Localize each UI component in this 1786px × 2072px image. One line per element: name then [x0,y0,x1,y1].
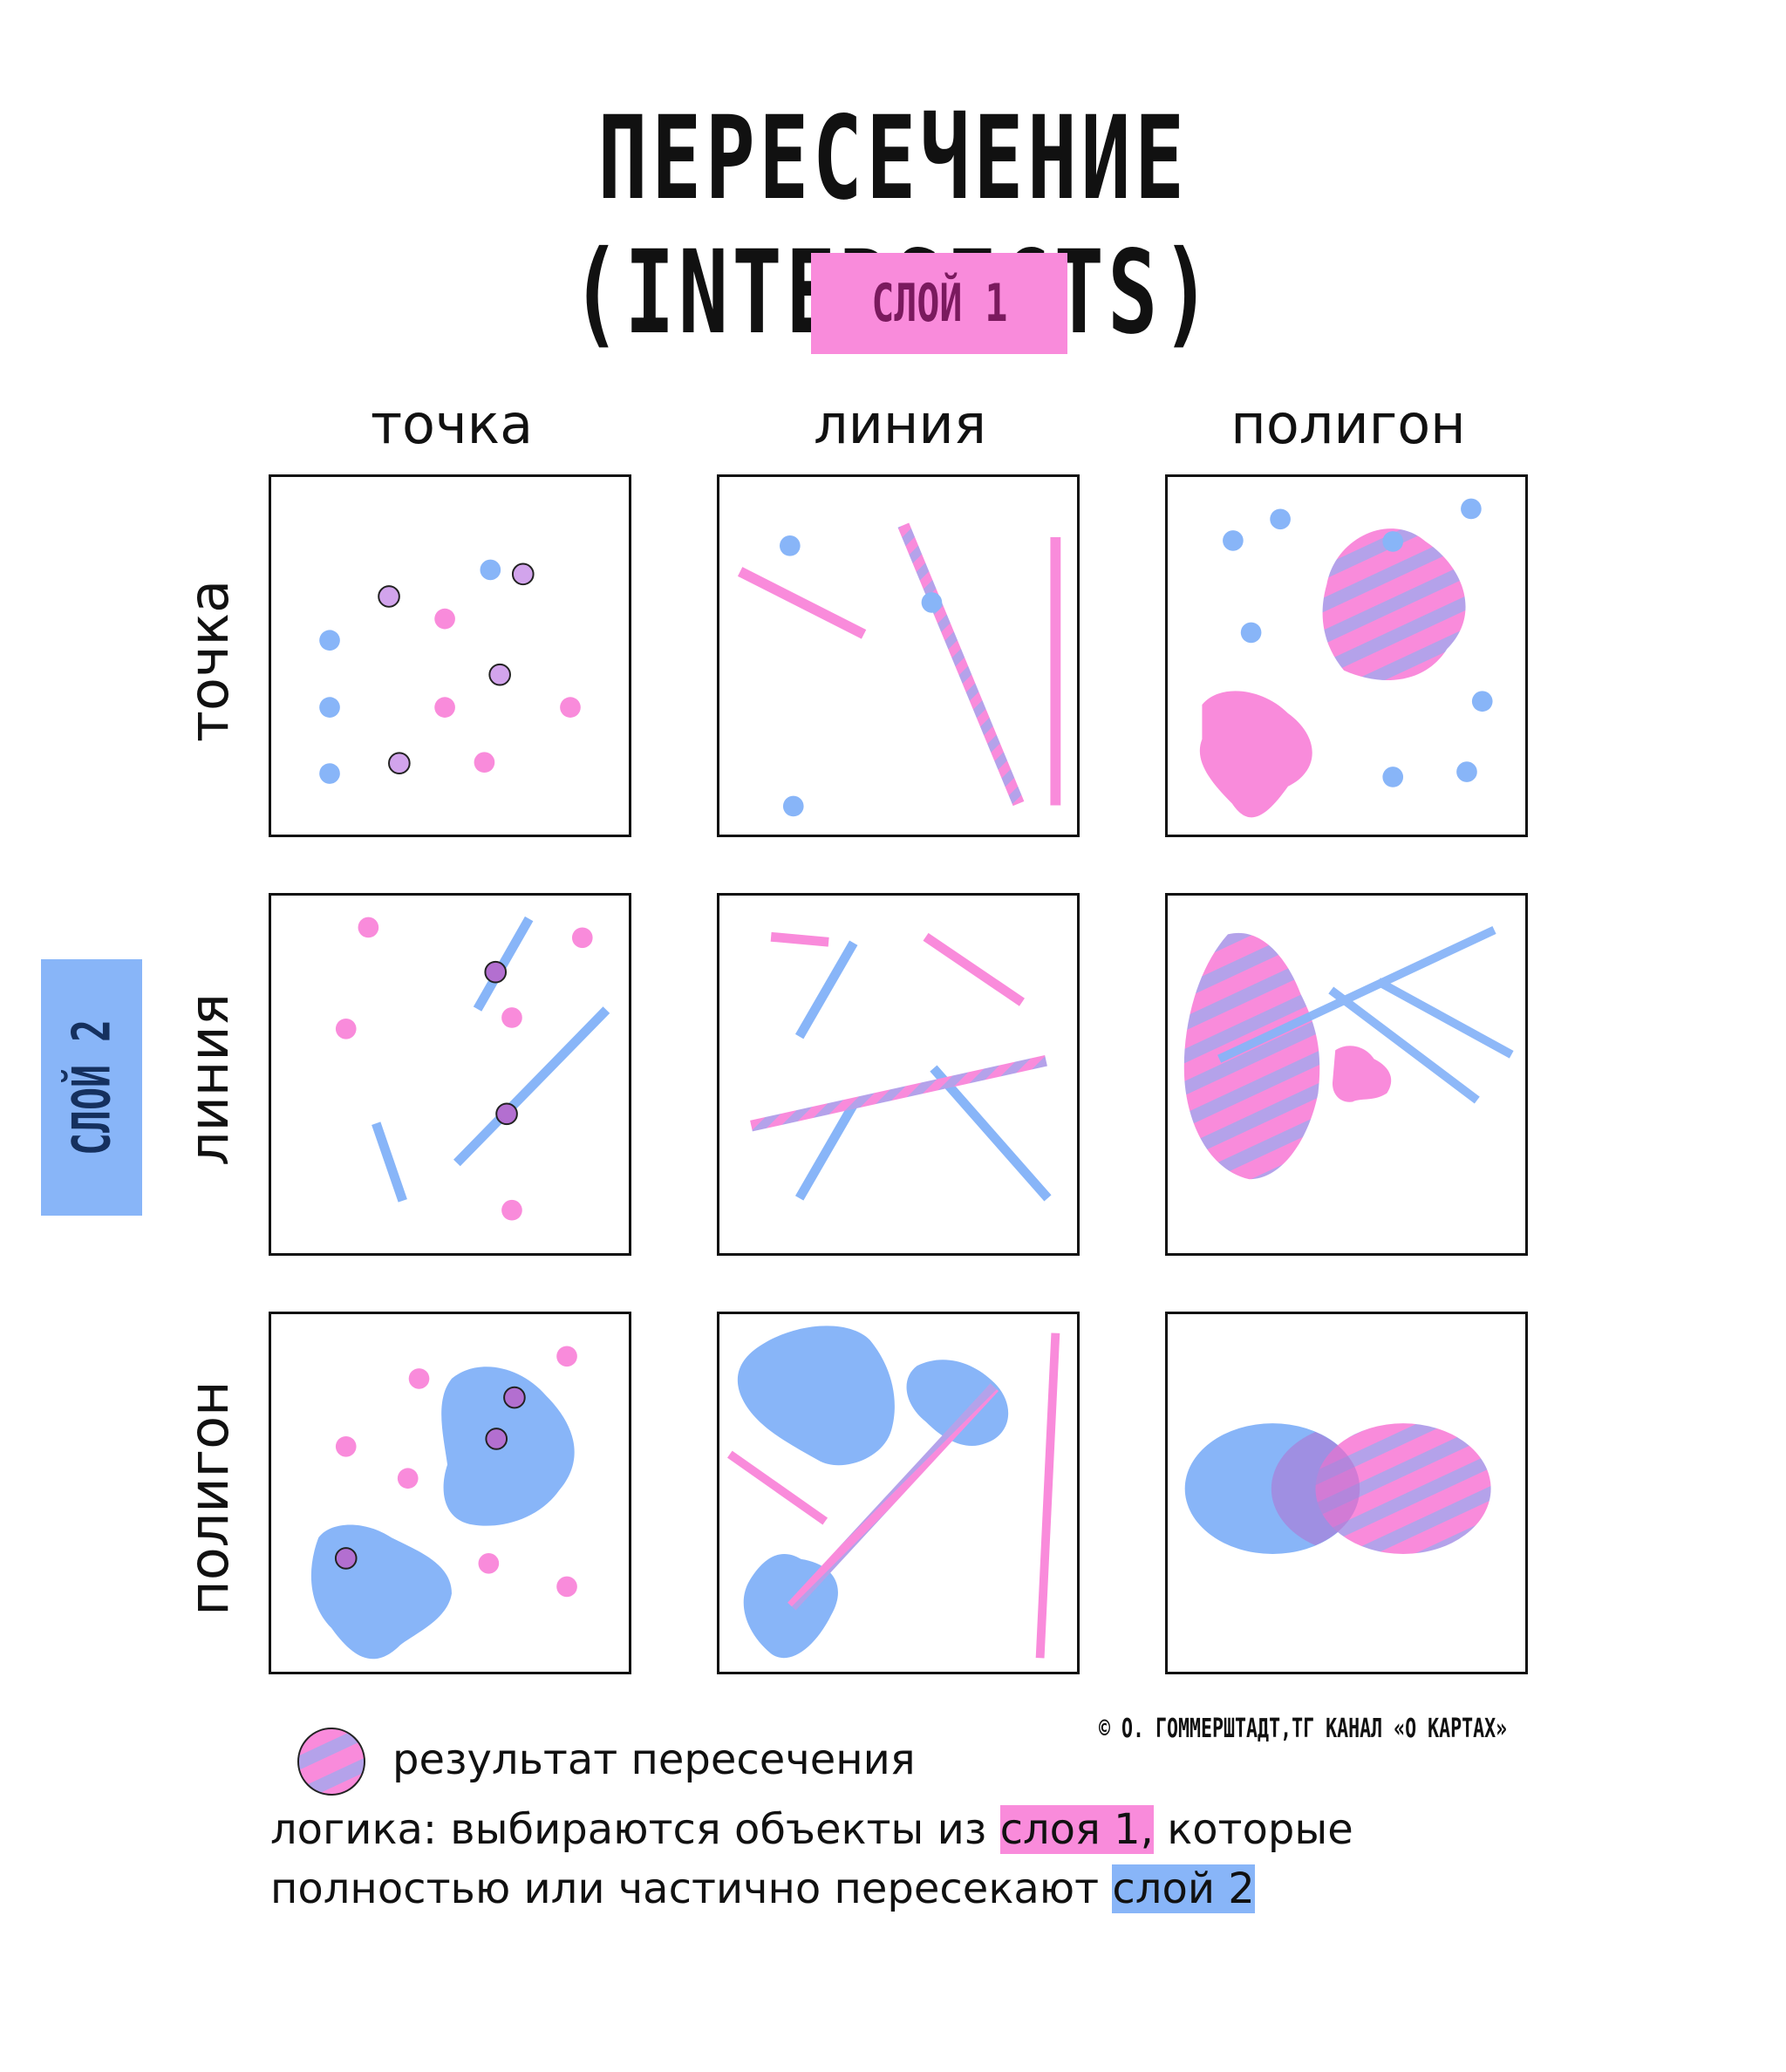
cell-line-point [717,474,1080,837]
legend-label: результат пересечения [392,1735,916,1784]
row-header-polygon: полигон [177,1380,241,1616]
cell-point-line [269,893,631,1256]
logic-line-2: полностью или частично пересекают слой 2 [270,1864,1255,1913]
logic-layer2-highlight: слой 2 [1112,1864,1255,1913]
logic-layer1-highlight: слоя 1, [999,1805,1154,1854]
cell-point-point [269,474,631,837]
layer1-badge: СЛОЙ 1 [811,253,1067,354]
row-header-point: точка [177,579,241,743]
cell-polygon-point [1165,474,1528,837]
logic-prefix: логика: выбираются объекты из [270,1805,1000,1854]
cell-polygon-polygon [1165,1312,1528,1674]
layer2-label: СЛОЙ 2 [61,1019,122,1156]
layer1-label: СЛОЙ 1 [870,273,1008,334]
cell-line-line [717,893,1080,1256]
column-header-polygon: полигон [1230,392,1466,456]
result-legend-icon [297,1728,365,1796]
column-header-line: линия [813,392,987,456]
column-header-point: точка [370,392,534,456]
cell-point-polygon [269,1312,631,1674]
layer2-badge: СЛОЙ 2 [41,959,142,1216]
row-header-line: линия [177,992,241,1167]
cell-line-polygon [717,1312,1080,1674]
logic-line-1: логика: выбираются объекты из слоя 1, ко… [270,1805,1353,1854]
logic-line2-text: полностью или частично пересекают [270,1864,1113,1913]
logic-middle: которые [1153,1805,1353,1854]
cell-polygon-line [1165,893,1528,1256]
credit-text: © О. ГОММЕРШТАДТ,ТГ КАНАЛ «О КАРТАХ» [1099,1714,1508,1744]
